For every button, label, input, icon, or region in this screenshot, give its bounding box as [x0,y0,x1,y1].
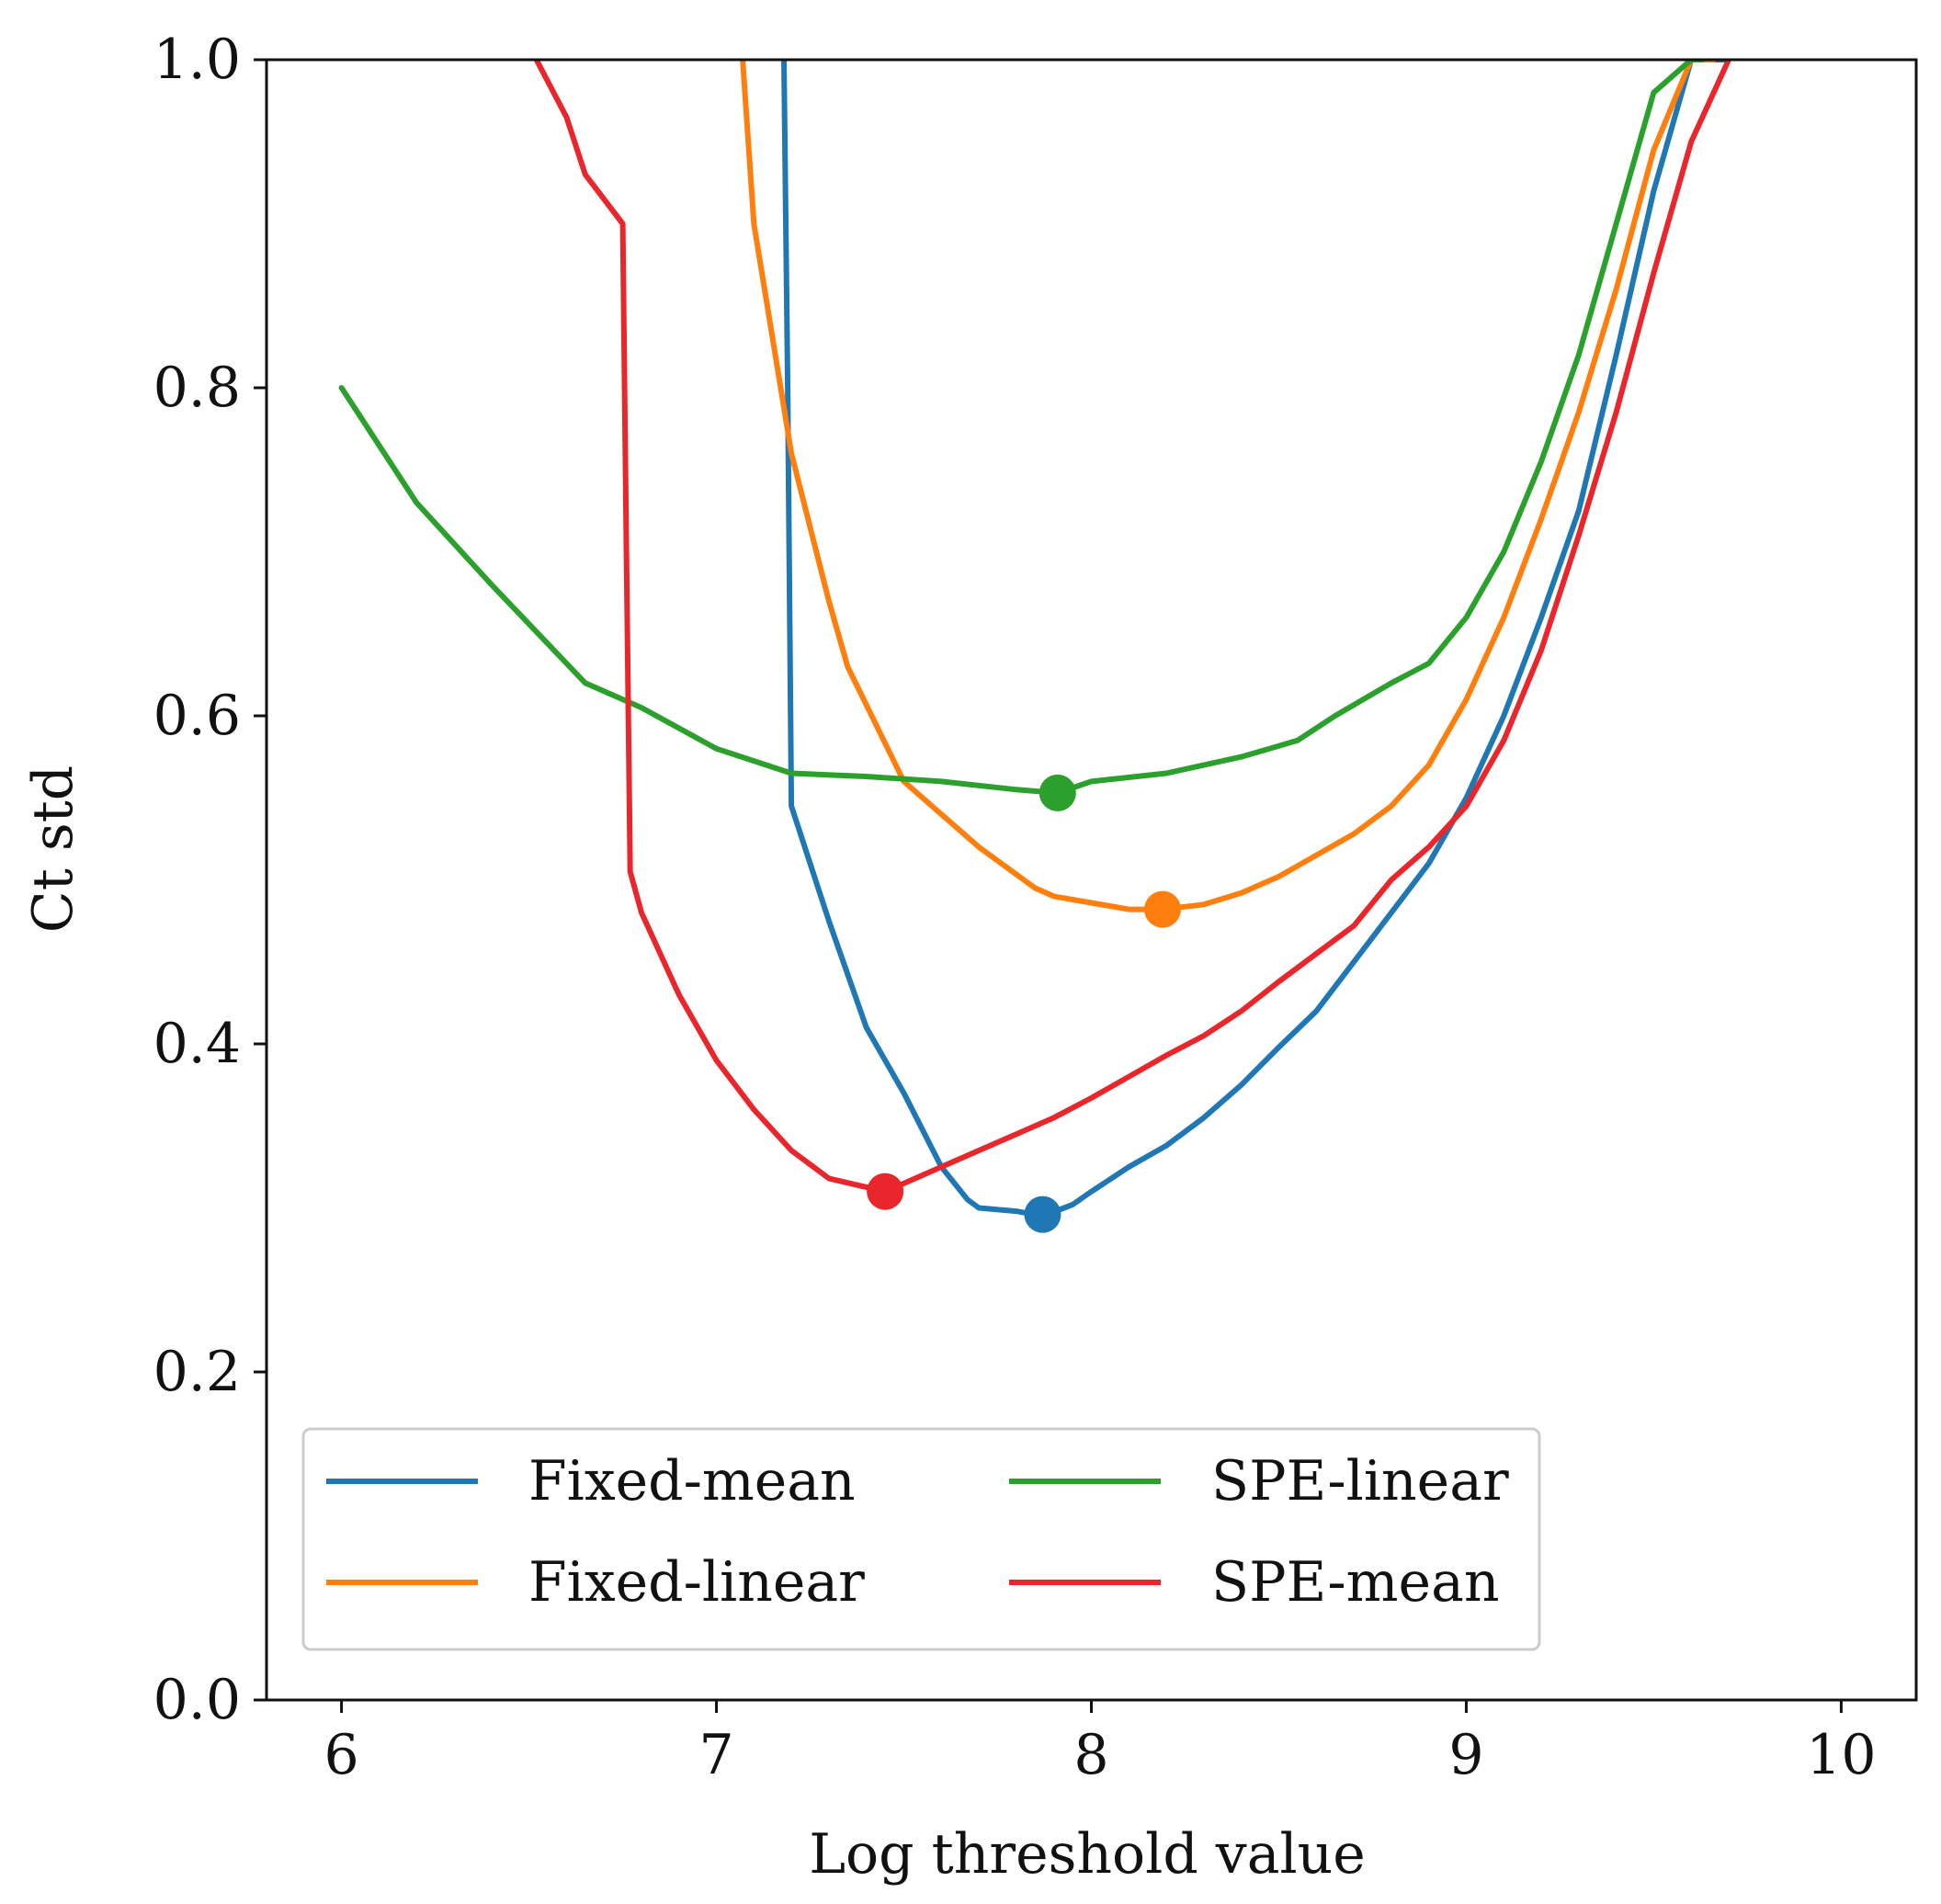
x-tick-label: 6 [324,1723,358,1787]
y-tick-label: 1.0 [153,28,241,92]
legend-label-fixed-linear: Fixed-linear [528,1550,865,1615]
series-line-spe-mean [533,60,1731,1195]
x-tick-label: 7 [698,1723,733,1787]
legend-label-spe-mean: SPE-mean [1211,1550,1499,1615]
legend-frame [301,1427,1541,1651]
series-line-fixed-mean [781,60,1731,1219]
series-group [338,60,1731,1219]
y-tick-label: 0.4 [153,1012,241,1076]
y-tick-label: 0.2 [153,1340,241,1404]
x-tick-label: 10 [1806,1723,1876,1787]
x-axis-label: Log threshold value [809,1822,1366,1887]
y-tick-label: 0.0 [153,1668,241,1732]
optimum-marker-spe-mean [867,1173,904,1210]
axes: 6 7 8 9 10 0.0 0.2 0.4 0.6 0.8 1.0 [153,28,1918,1787]
series-line-spe-linear [338,60,1706,796]
y-tick-label: 0.6 [153,684,241,748]
optimum-marker-spe-linear [1039,774,1076,811]
optimum-marker-fixed-mean [1024,1196,1061,1233]
legend: Fixed-mean Fixed-linear SPE-linear SPE-m… [301,1427,1541,1651]
y-tick-label: 0.8 [153,356,241,420]
x-tick-label: 9 [1448,1723,1483,1787]
plot-area [338,60,1731,1233]
y-axis-label: Ct std [21,765,85,933]
optimum-marker-fixed-linear [1144,890,1182,928]
legend-label-spe-linear: SPE-linear [1211,1449,1509,1513]
x-tick-label: 8 [1073,1723,1108,1787]
series-line-fixed-linear [740,60,1717,912]
legend-label-fixed-mean: Fixed-mean [528,1449,856,1513]
